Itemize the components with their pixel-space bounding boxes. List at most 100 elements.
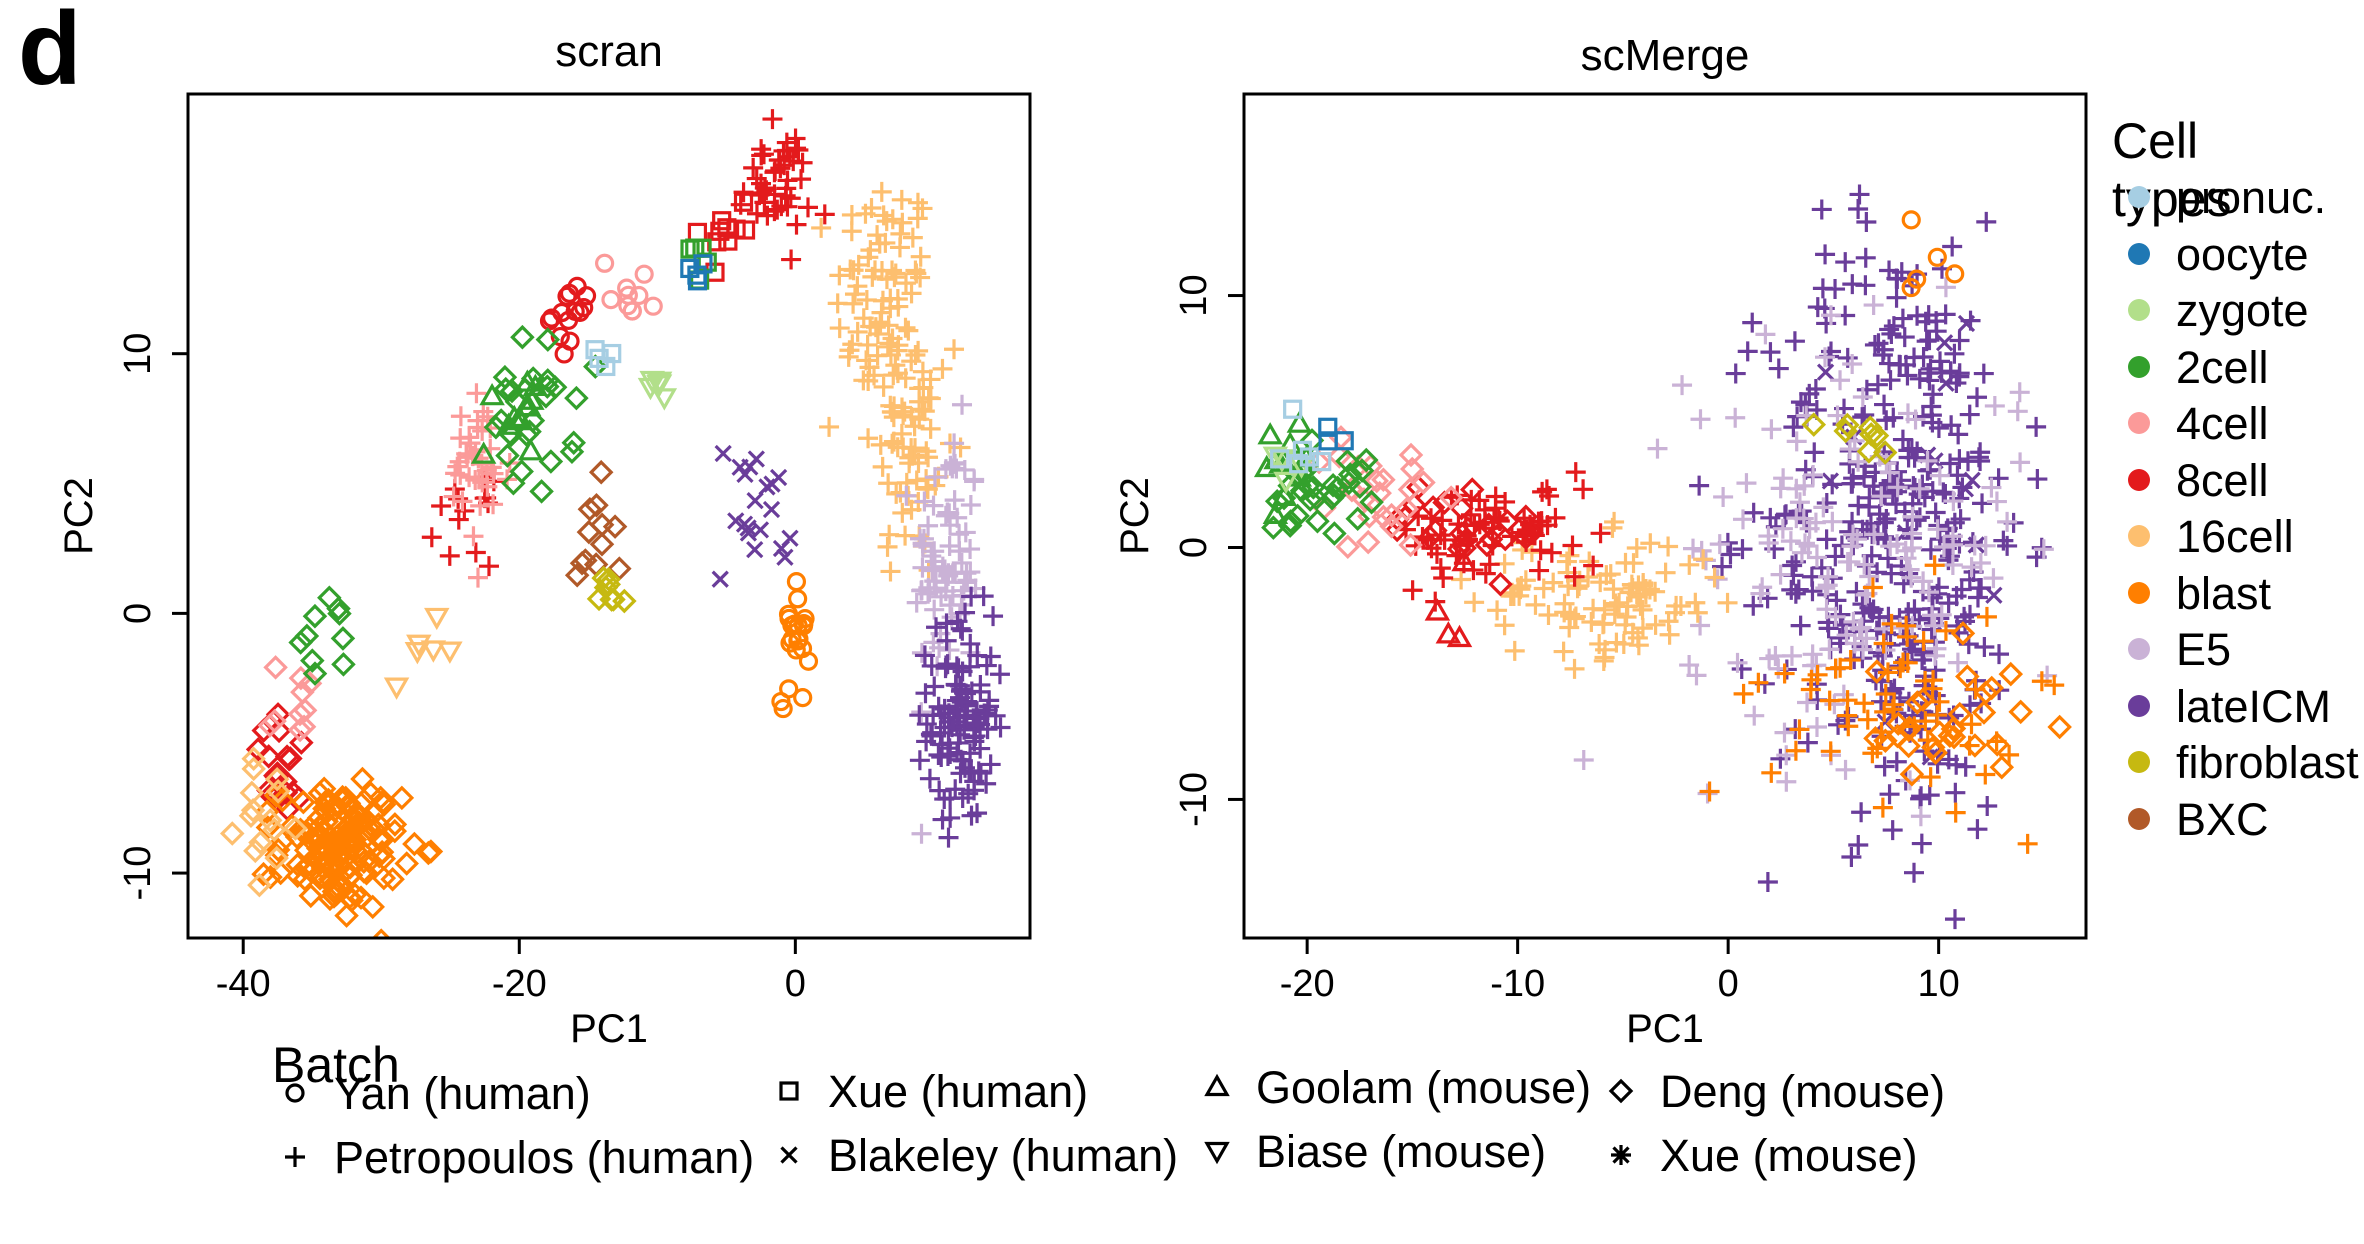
data-point-E5 bbox=[931, 586, 952, 607]
data-point-blast bbox=[1955, 664, 1980, 689]
data-point-16cell bbox=[1583, 598, 1604, 619]
legend-label: 2cell bbox=[2176, 341, 2269, 393]
data-point-blast bbox=[1863, 726, 1888, 751]
data-point-16cell bbox=[420, 640, 447, 663]
data-point-lateICM bbox=[967, 803, 988, 824]
data-point-8cell bbox=[421, 527, 442, 548]
data-point-blast bbox=[1901, 277, 1921, 298]
data-point-blast bbox=[351, 849, 377, 874]
data-point-8cell bbox=[1573, 479, 1594, 500]
batch-label: Deng (mouse) bbox=[1660, 1066, 1946, 1117]
data-point-2cell bbox=[1213, 467, 1233, 485]
data-point-lateICM bbox=[936, 613, 957, 634]
data-point-2cell bbox=[1353, 447, 1379, 473]
data-point-lateICM bbox=[1742, 312, 1763, 333]
data-point-lateICM bbox=[1888, 656, 1909, 677]
data-point-blast bbox=[1807, 664, 1828, 685]
data-point-lateICM bbox=[1922, 384, 1943, 405]
data-point-lateICM bbox=[1977, 795, 1998, 816]
data-point-blast bbox=[1935, 620, 1956, 641]
data-point-E5 bbox=[1844, 633, 1865, 654]
data-point-blast bbox=[1940, 716, 1966, 742]
data-point-lateICM bbox=[1935, 334, 1954, 352]
data-point-blast bbox=[1820, 741, 1841, 762]
data-point-lateICM bbox=[1869, 504, 1890, 525]
cross-icon bbox=[780, 1146, 798, 1164]
data-point-8cell bbox=[550, 326, 570, 347]
data-point-E5 bbox=[1901, 567, 1922, 588]
data-point-lateICM bbox=[714, 444, 732, 463]
data-point-E5 bbox=[954, 572, 975, 593]
data-point-E5 bbox=[1744, 705, 1765, 726]
data-point-lateICM bbox=[1760, 507, 1781, 528]
data-point-E5 bbox=[1839, 439, 1860, 460]
legend-label: E5 bbox=[2176, 624, 2232, 675]
data-point-blast bbox=[336, 791, 362, 816]
data-point-8cell bbox=[785, 128, 806, 149]
points bbox=[219, 109, 1011, 938]
data-point-8cell bbox=[245, 737, 271, 762]
data-point-16cell bbox=[283, 816, 308, 841]
data-point-16cell bbox=[1604, 511, 1625, 532]
data-point-E5 bbox=[1794, 533, 1815, 554]
data-point-16cell bbox=[909, 378, 930, 399]
data-point-blast bbox=[291, 789, 316, 815]
data-point-pronuc. bbox=[1270, 449, 1290, 469]
data-point-lateICM bbox=[1918, 305, 1939, 326]
data-point-2cell bbox=[300, 648, 325, 673]
data-point-2cell bbox=[501, 404, 528, 428]
data-point-8cell bbox=[465, 542, 486, 563]
data-point-E5 bbox=[1818, 566, 1839, 587]
data-point-blast bbox=[1872, 797, 1893, 818]
data-point-lateICM bbox=[990, 717, 1011, 738]
data-point-lateICM bbox=[947, 701, 968, 722]
legend-dot-icon bbox=[2128, 355, 2150, 378]
data-point-blast bbox=[371, 928, 391, 938]
data-point-blast bbox=[789, 629, 809, 649]
legend-dot-icon bbox=[2128, 581, 2150, 604]
data-point-blast bbox=[798, 651, 819, 671]
data-point-4cell bbox=[1397, 477, 1423, 502]
data-point-E5 bbox=[1935, 277, 1956, 298]
legend-item-BXC: BXC bbox=[2128, 794, 2269, 846]
data-point-16cell bbox=[811, 217, 832, 238]
diamond-icon bbox=[1608, 1078, 1634, 1104]
triangle-down-icon bbox=[1204, 1142, 1230, 1165]
data-point-E5 bbox=[1943, 491, 1964, 512]
data-point-lateICM bbox=[914, 645, 935, 666]
data-point-4cell bbox=[447, 456, 468, 477]
data-point-16cell bbox=[856, 289, 877, 310]
data-point-8cell bbox=[1423, 518, 1448, 543]
data-point-lateICM bbox=[1768, 358, 1789, 379]
data-point-E5 bbox=[924, 541, 945, 562]
data-point-2cell bbox=[510, 324, 535, 350]
data-point-lateICM bbox=[1928, 417, 1949, 438]
data-point-lateICM bbox=[772, 539, 791, 558]
data-point-blast bbox=[288, 817, 313, 843]
data-point-blast bbox=[1881, 613, 1902, 634]
data-point-lateICM bbox=[1807, 297, 1828, 318]
data-point-blast bbox=[298, 883, 324, 909]
data-point-E5 bbox=[1902, 506, 1923, 527]
batch-legend-item: Deng (mouse) bbox=[1604, 1066, 1945, 1118]
data-point-8cell bbox=[554, 344, 574, 364]
data-point-lateICM bbox=[1848, 835, 1869, 856]
data-point-E5 bbox=[1902, 537, 1923, 558]
data-point-2cell bbox=[1285, 503, 1310, 529]
data-point-lateICM bbox=[1949, 449, 1970, 470]
data-point-8cell bbox=[1562, 535, 1583, 556]
x-axis-label: PC1 bbox=[570, 1007, 648, 1051]
data-point-lateICM bbox=[1874, 394, 1895, 415]
data-point-lateICM bbox=[1782, 555, 1803, 576]
y-tick-label: 10 bbox=[117, 333, 159, 375]
data-point-fibroblast bbox=[1872, 440, 1898, 465]
data-point-blast bbox=[2031, 671, 2052, 692]
data-point-2cell bbox=[1321, 483, 1347, 508]
data-point-blast bbox=[1984, 732, 2010, 757]
data-point-8cell bbox=[1565, 462, 1586, 483]
data-point-8cell bbox=[764, 162, 785, 183]
legend-dot-icon bbox=[2128, 751, 2150, 774]
data-point-2cell bbox=[538, 449, 564, 474]
data-point-E5 bbox=[937, 502, 958, 523]
